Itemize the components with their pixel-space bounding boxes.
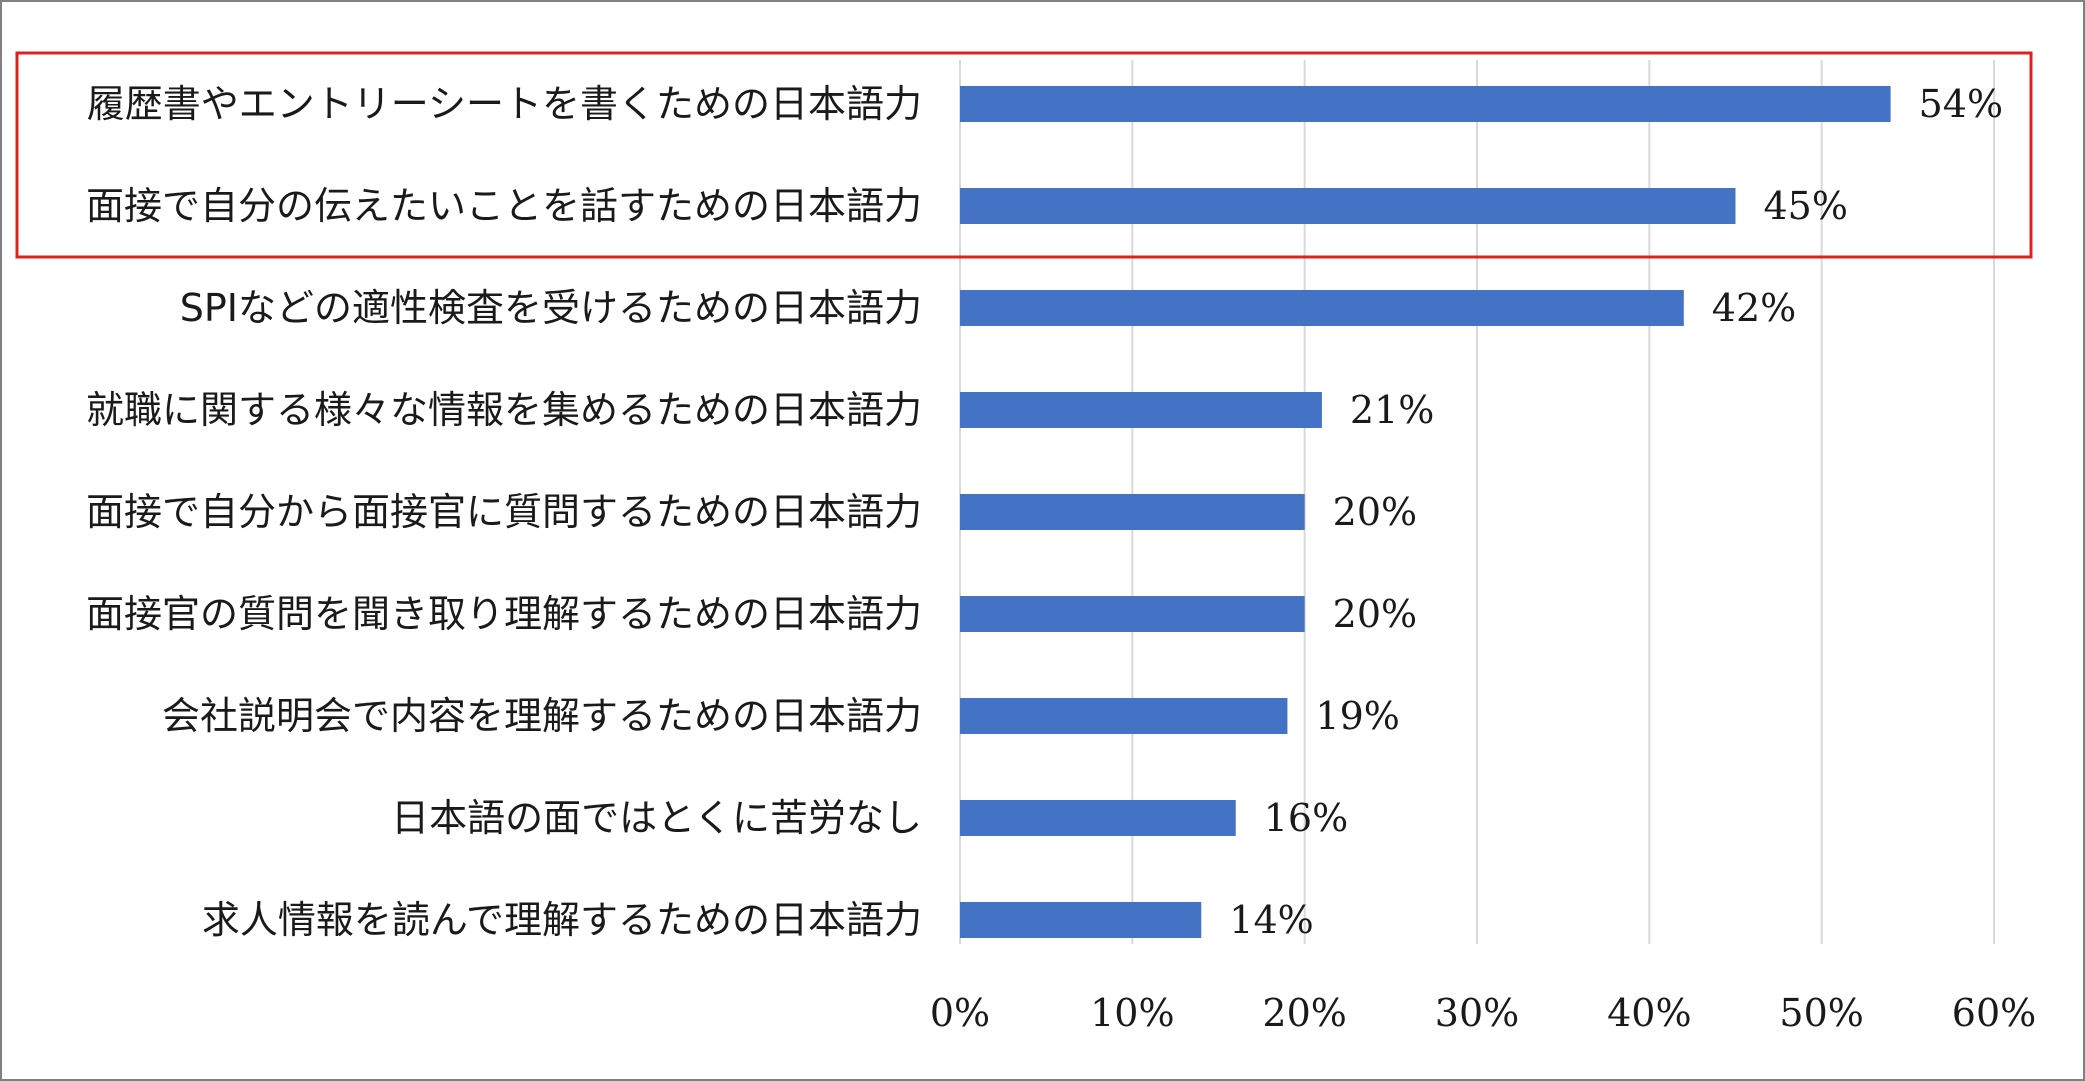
category-label: 日本語の面ではとくに苦労なし (391, 796, 922, 840)
category-label: 就職に関する様々な情報を集めるための日本語力 (86, 388, 922, 432)
bar (960, 290, 1684, 326)
x-tick-label: 40% (1607, 991, 1691, 1035)
value-label: 42% (1712, 286, 1796, 330)
category-labels: 履歴書やエントリーシートを書くための日本語力面接で自分の伝えたいことを話すための… (86, 82, 922, 942)
value-label: 16% (1264, 796, 1348, 840)
highlight-layer (15, 51, 2033, 259)
category-label: 会社説明会で内容を理解するための日本語力 (162, 694, 922, 738)
bar (960, 392, 1322, 428)
bar (960, 188, 1736, 224)
category-label: 面接で自分の伝えたいことを話すための日本語力 (86, 184, 922, 228)
value-label: 45% (1764, 184, 1848, 228)
bar (960, 698, 1288, 734)
category-label: 求人情報を読んで理解するための日本語力 (202, 898, 922, 942)
category-label: 面接で自分から面接官に質問するための日本語力 (86, 490, 922, 534)
x-tick-label: 30% (1435, 991, 1519, 1035)
bar (960, 596, 1305, 632)
bar (960, 800, 1236, 836)
value-labels: 54% 45% 42% 21% 20% 20% 19% 16% 14% (1229, 82, 2003, 942)
category-label: 履歴書やエントリーシートを書くための日本語力 (87, 82, 922, 126)
bar (960, 494, 1305, 530)
x-tick-label: 60% (1952, 991, 2036, 1035)
bar (960, 86, 1891, 122)
category-label: SPIなどの適性検査を受けるための日本語力 (180, 286, 922, 330)
highlight-box (15, 51, 2033, 259)
value-label: 20% (1333, 592, 1417, 636)
value-label: 21% (1350, 388, 1434, 432)
category-label: 面接官の質問を聞き取り理解するための日本語力 (86, 592, 922, 636)
value-label: 54% (1919, 82, 2003, 126)
x-axis-tick-labels: 0% 10% 20% 30% 40% 50% 60% (930, 991, 2036, 1035)
x-tick-label: 50% (1779, 991, 1863, 1035)
x-tick-label: 10% (1090, 991, 1174, 1035)
value-label: 14% (1229, 898, 1313, 942)
bar (960, 902, 1202, 938)
x-tick-label: 20% (1262, 991, 1346, 1035)
value-label: 19% (1315, 694, 1399, 738)
x-tick-label: 0% (930, 991, 990, 1035)
bars (960, 86, 1891, 938)
value-label: 20% (1333, 490, 1417, 534)
